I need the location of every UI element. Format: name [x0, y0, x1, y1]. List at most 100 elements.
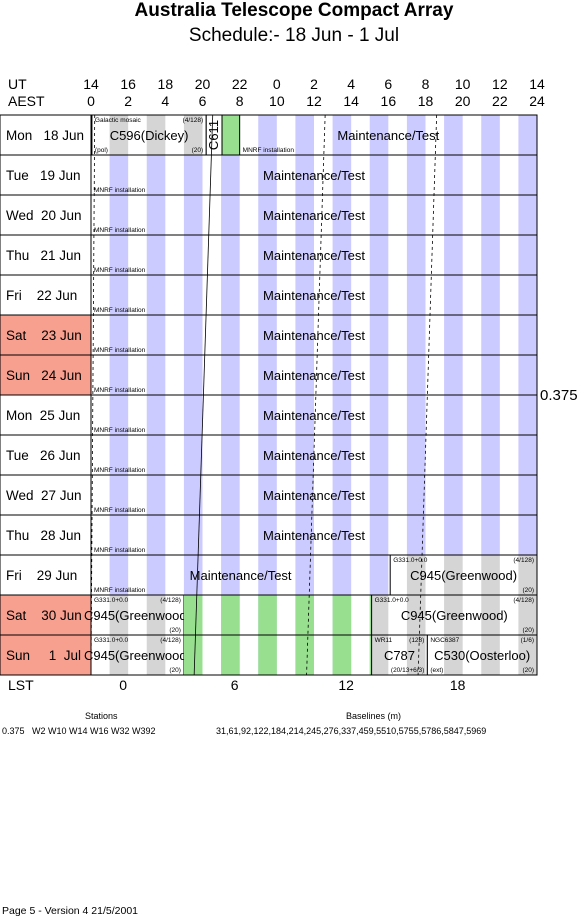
aest-tick-label: 2	[124, 93, 132, 109]
block-project-label: C596(Dickey)	[110, 128, 189, 143]
observing-stripe	[146, 635, 166, 675]
ut-tick-label: 8	[422, 76, 430, 92]
block-project-label: Maintenance/Test	[263, 288, 365, 303]
block-source-label: G331.0+0.0	[393, 557, 428, 564]
observing-stripe	[109, 595, 129, 635]
weekend-cell	[0, 595, 91, 635]
day-label: Thu 21 Jun	[6, 248, 81, 263]
day-label: Tue 19 Jun	[6, 168, 81, 183]
aest-tick-label: 22	[492, 93, 508, 109]
block-project-label: C945(Greenwood)	[401, 608, 508, 623]
ut-tick-label: 2	[310, 76, 318, 92]
observing-stripe	[146, 595, 166, 635]
block-vertical-label: C611	[206, 120, 221, 150]
block-freq-label: (20/13+6/3)	[391, 667, 424, 674]
aest-tick-label: 4	[161, 93, 169, 109]
block-note-label: MNRF installation	[94, 547, 146, 554]
aest-tick-label: 18	[418, 93, 434, 109]
schedule-blocks: C596(Dickey) Galactic mosaic (4/128) (pol) (…	[84, 114, 538, 676]
observing-stripe	[371, 595, 389, 635]
schedule-grid	[0, 114, 538, 676]
lst-tick-label: 18	[450, 677, 466, 693]
block-project-label: Maintenance/Test	[263, 528, 365, 543]
block-background	[91, 595, 184, 635]
block-corr-label: (128)	[409, 637, 424, 644]
ut-axis-label: UT	[8, 76, 27, 92]
aest-tick-label: 6	[199, 93, 207, 109]
aest-tick-label: 14	[343, 93, 359, 109]
observing-stripe	[109, 635, 129, 675]
block-freq-label: (20)	[169, 667, 181, 674]
block-note-label: MNRF installation	[94, 187, 146, 194]
lst-tick-label: 0	[119, 677, 127, 693]
observing-stripe	[146, 115, 166, 155]
day-label: Sat 23 Jun	[6, 328, 82, 343]
block-corr-label: (4/128)	[160, 637, 181, 644]
array-config-label: 0.375	[540, 387, 578, 404]
lst-tick-label: 6	[231, 677, 239, 693]
block-corr-label: (4/128)	[513, 597, 534, 604]
block-freq-label: (20)	[169, 627, 181, 634]
aest-tick-label: 8	[236, 93, 244, 109]
block-source-label: G331.0+0.0	[94, 637, 129, 644]
lst-tick-labels: 0 6 12 18	[119, 677, 465, 693]
observing-stripe	[109, 115, 129, 155]
aest-tick-label: 24	[529, 93, 545, 109]
aest-tick-label: 0	[87, 93, 95, 109]
block-project-label: Maintenance/Test	[263, 408, 365, 423]
observing-stripe	[518, 555, 537, 595]
block-source-label: WR11	[375, 637, 393, 644]
block-freq-label: (20)	[522, 667, 534, 674]
weekend-cell	[0, 635, 91, 675]
block-corr-label: (4/128)	[183, 117, 204, 124]
block-project-label: Maintenance/Test	[263, 208, 365, 223]
day-label: Mon 25 Jun	[6, 408, 80, 423]
block-project-label: C945(Greenwood)	[84, 608, 191, 623]
block-note-label: MNRF installation	[94, 347, 146, 354]
block-note-label: MNRF installation	[243, 147, 295, 154]
block-freq-label: (20)	[522, 627, 534, 634]
reconfig-stripe	[221, 635, 240, 675]
reconfig-stripe	[221, 595, 240, 635]
day-label: Wed 27 Jun	[6, 488, 82, 503]
weekend-cell	[0, 315, 91, 355]
day-labels: Mon 18 Jun Tue 19 Jun Wed 20 Jun Thu 21 Jun…	[6, 128, 84, 663]
block-project-label: Maintenance/Test	[263, 488, 365, 503]
block-corr-label: (4/128)	[160, 597, 181, 604]
block-project-label: C945(Greenwood)	[410, 568, 517, 583]
observing-stripe	[481, 635, 500, 675]
block-project-label: Maintenance/Test	[263, 328, 365, 343]
ut-tick-label: 12	[492, 76, 508, 92]
page-footer: Page 5 - Version 4 21/5/2001	[2, 905, 138, 917]
block-corr-label: (1/6)	[521, 637, 534, 644]
aest-tick-label: 10	[269, 93, 285, 109]
reconfig-stripe	[295, 635, 314, 675]
block-project-label: Maintenance/Test	[190, 568, 292, 583]
block-source-label: NGC6387	[430, 637, 459, 644]
reconfig-stripe	[332, 595, 352, 635]
baselines-list: 31,61,92,122,184,214,245,276,337,459,551…	[216, 726, 486, 736]
aest-axis-label: AEST	[8, 93, 45, 109]
block-note-label: MNRF installation	[94, 507, 146, 514]
reconfig-stripe	[183, 635, 203, 675]
ut-tick-label: 22	[232, 76, 248, 92]
day-label: Mon 18 Jun	[6, 128, 84, 143]
block-note-label: (pol)	[95, 147, 108, 154]
lst-axis-label: LST	[8, 677, 34, 693]
day-label: Sun 24 Jun	[6, 368, 82, 383]
block-project-label: Maintenance/Test	[263, 168, 365, 183]
reconfig-block	[221, 114, 241, 156]
day-label: Tue 26 Jun	[6, 448, 81, 463]
block-source-label: Galactic mosaic	[95, 117, 142, 124]
block-freq-label: (20)	[192, 147, 204, 154]
block-project-label: Maintenance/Test	[337, 128, 439, 143]
block-source-label: G331.0+0.0	[94, 597, 129, 604]
ut-tick-label: 10	[455, 76, 471, 92]
aest-tick-label: 20	[455, 93, 471, 109]
baselines-header: Baselines (m)	[346, 711, 401, 721]
observing-stripe	[481, 555, 500, 595]
block-note-label: MNRF installation	[94, 427, 146, 434]
observing-stripe	[518, 635, 537, 675]
aest-tick-label: 12	[306, 93, 322, 109]
